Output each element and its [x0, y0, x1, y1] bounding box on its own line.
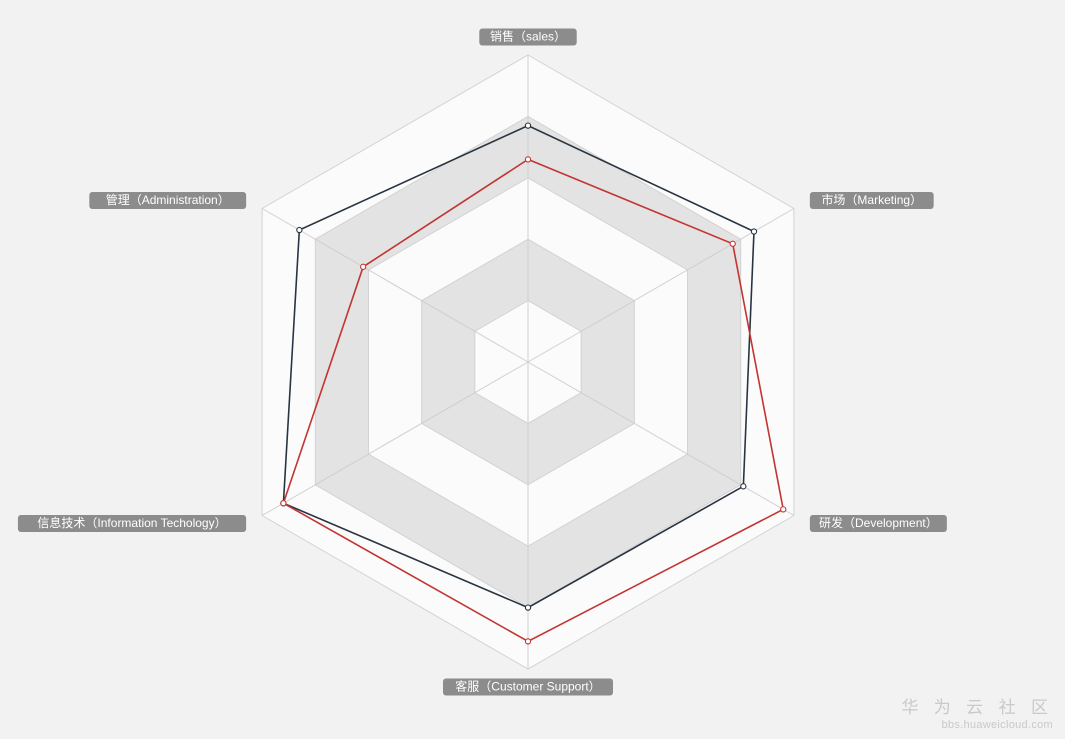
radar-axis-lines [261, 55, 795, 669]
radar-series-layer[interactable] [280, 122, 787, 645]
axis-label-chip [89, 192, 247, 209]
axis-label-2[interactable]: 市场（Marketing） [809, 192, 934, 209]
axis-label-6[interactable]: 管理（Administration） [89, 192, 247, 209]
axis-label-chip [809, 192, 934, 209]
radar-point[interactable] [524, 156, 532, 163]
axis-label-text: 市场（Marketing） [821, 192, 922, 207]
axis-label-5[interactable]: 信息技术（Information Techology） [17, 515, 247, 532]
radar-point[interactable] [524, 638, 532, 645]
axis-label-text: 研发（Development） [819, 515, 938, 530]
axis-label-chip [809, 515, 947, 532]
radar-point[interactable] [780, 506, 787, 513]
axis-label-4[interactable]: 客服（Customer Support） [443, 678, 613, 696]
radar-point[interactable] [360, 263, 367, 270]
axis-label-text: 信息技术（Information Techology） [37, 515, 226, 530]
axis-label-chip [443, 678, 613, 696]
axis-label-1[interactable]: 销售（sales） [479, 28, 577, 46]
radar-point[interactable] [280, 500, 287, 507]
radar-axis-labels[interactable]: 销售（sales） 市场（Marketing） 研发（Development） 客服（… [17, 28, 947, 696]
axis-label-3[interactable]: 研发（Development） [809, 515, 947, 532]
axis-label-chip [479, 28, 577, 46]
axis-label-text: 客服（Customer Support） [455, 679, 600, 694]
radar-series-2[interactable] [280, 156, 787, 645]
radar-point[interactable] [296, 226, 303, 234]
radar-series-1[interactable] [280, 122, 758, 611]
axis-label-text: 管理（Administration） [106, 192, 230, 207]
radar-point[interactable] [524, 604, 532, 611]
radar-point[interactable] [750, 228, 758, 235]
radar-point[interactable] [740, 483, 747, 490]
radar-point[interactable] [524, 122, 532, 129]
axis-label-chip [17, 515, 247, 532]
axis-label-text: 销售（sales） [490, 29, 566, 44]
radar-point[interactable] [729, 240, 736, 247]
